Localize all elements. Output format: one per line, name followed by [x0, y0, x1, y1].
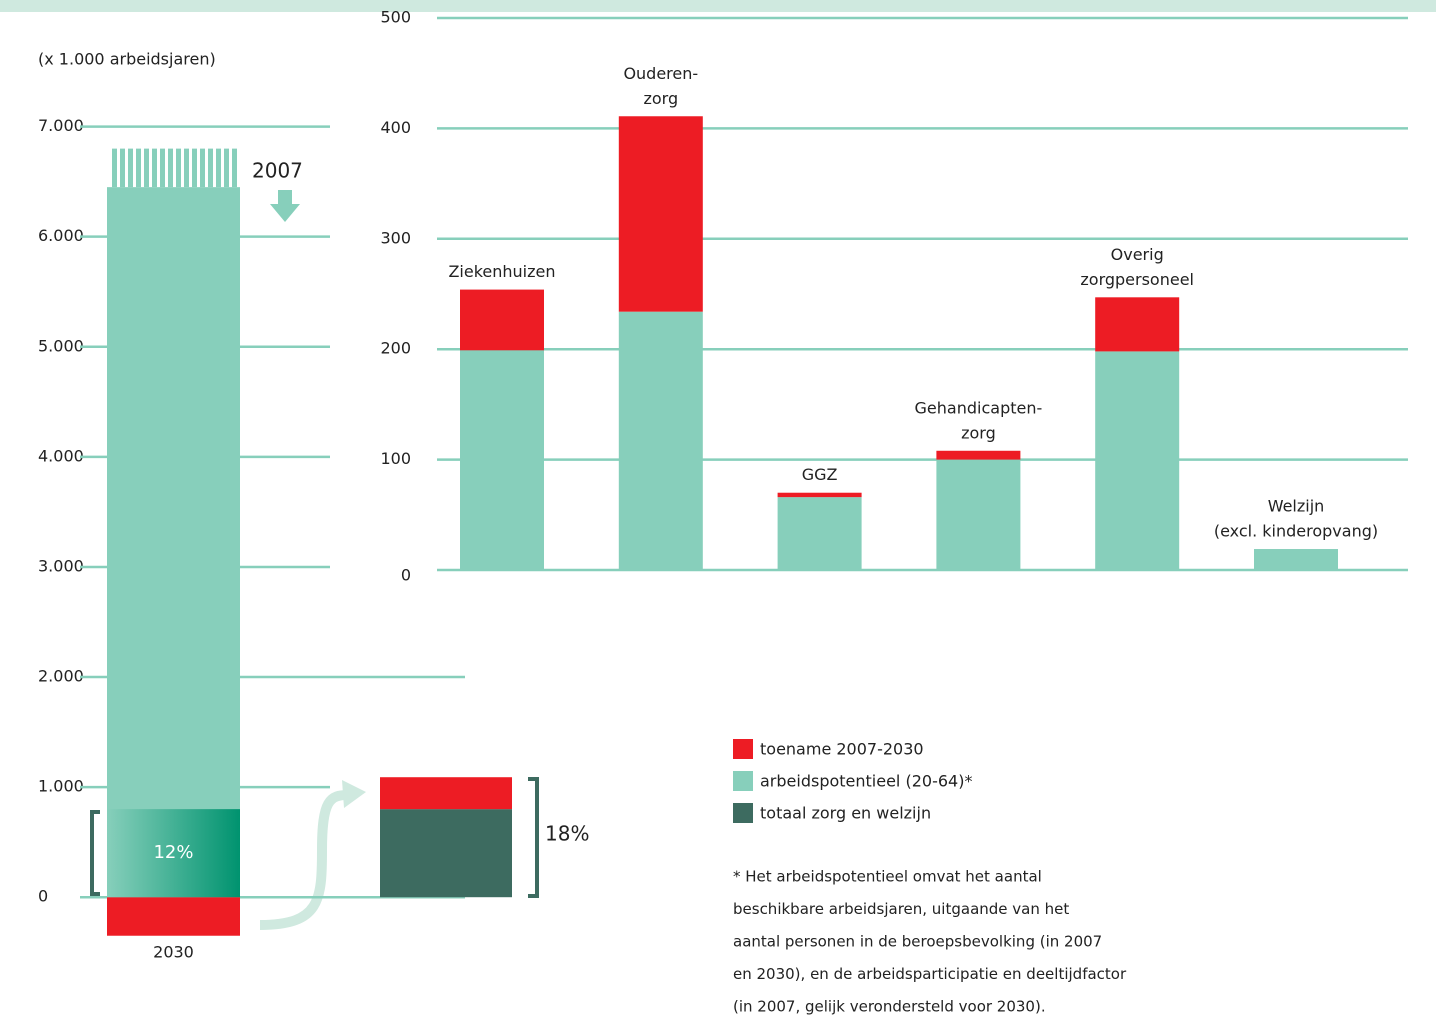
x-category-label: Overig [1111, 245, 1164, 264]
legend-swatch [733, 803, 753, 823]
bar [1095, 297, 1180, 352]
arrow-2007 [270, 190, 300, 222]
x-category-label: (excl. kinderopvang) [1214, 522, 1378, 541]
x-tick-label: 2030 [153, 943, 194, 962]
legend-label: totaal zorg en welzijn [760, 804, 931, 823]
x-category-label: Welzijn [1268, 497, 1325, 516]
y-tick-label: 500 [380, 8, 411, 27]
y-tick-label: 7.000 [38, 116, 84, 135]
level-2007-label: 2007 [252, 159, 303, 183]
x-category-label: Ouderen- [623, 64, 698, 83]
y-tick-label: 4.000 [38, 446, 84, 465]
x-category-label: Gehandicapten- [915, 398, 1043, 417]
x-category-label: GGZ [802, 465, 838, 484]
bracket-left [90, 810, 100, 896]
y-tick-label: 0 [401, 566, 411, 585]
top-band [0, 0, 1436, 12]
level-2007 [110, 148, 240, 188]
x-category-label: zorg [643, 89, 678, 108]
y-tick-label: 300 [380, 228, 411, 247]
bar [1254, 549, 1338, 570]
comparison-share-label: 18% [545, 822, 589, 846]
bar [1095, 351, 1180, 570]
bar [777, 492, 862, 498]
y-tick-label: 400 [380, 118, 411, 137]
y-tick-label: 6.000 [38, 226, 84, 245]
y-tick-label: 200 [380, 339, 411, 358]
y-axis-label: (x 1.000 arbeidsjaren) [38, 50, 216, 69]
legend-label: arbeidspotentieel (20-64)* [760, 772, 972, 791]
share-label: 12% [153, 842, 193, 863]
footnote-line: * Het arbeidspotentieel omvat het aantal [733, 868, 1042, 886]
legend-swatch [733, 739, 753, 759]
curved-arrow-head [342, 780, 366, 808]
comparison-bar [380, 809, 512, 898]
legend-label: toename 2007-2030 [760, 740, 924, 759]
bar-potential [107, 187, 240, 898]
y-tick-label: 1.000 [38, 777, 84, 796]
footnote-line: aantal personen in de beroepsbevolking (… [733, 933, 1102, 951]
y-tick-label: 2.000 [38, 667, 84, 686]
legend-swatch [733, 771, 753, 791]
curved-arrow [259, 790, 349, 930]
bar [618, 311, 703, 570]
bar [936, 459, 1021, 570]
x-category-label: zorg [961, 423, 996, 442]
y-tick-label: 3.000 [38, 556, 84, 575]
y-tick-label: 100 [380, 449, 411, 468]
bar [460, 289, 544, 351]
x-category-label: zorgpersoneel [1080, 270, 1194, 289]
footnote-line: (in 2007, gelijk verondersteld voor 2030… [733, 998, 1046, 1015]
bar [936, 450, 1021, 460]
bar [460, 350, 544, 570]
bar-care [107, 809, 240, 898]
comparison-bar [380, 777, 512, 810]
bar [777, 497, 862, 570]
x-category-label: Ziekenhuizen [448, 262, 555, 281]
bracket-right [528, 777, 539, 898]
y-tick-label: 0 [38, 887, 48, 906]
bar-decrease [107, 897, 240, 936]
bar [618, 116, 703, 312]
y-tick-label: 5.000 [38, 336, 84, 355]
footnote-line: en 2030), en de arbeidsparticipatie en d… [733, 965, 1127, 983]
footnote-line: beschikbare arbeidsjaren, uitgaande van … [733, 900, 1069, 918]
